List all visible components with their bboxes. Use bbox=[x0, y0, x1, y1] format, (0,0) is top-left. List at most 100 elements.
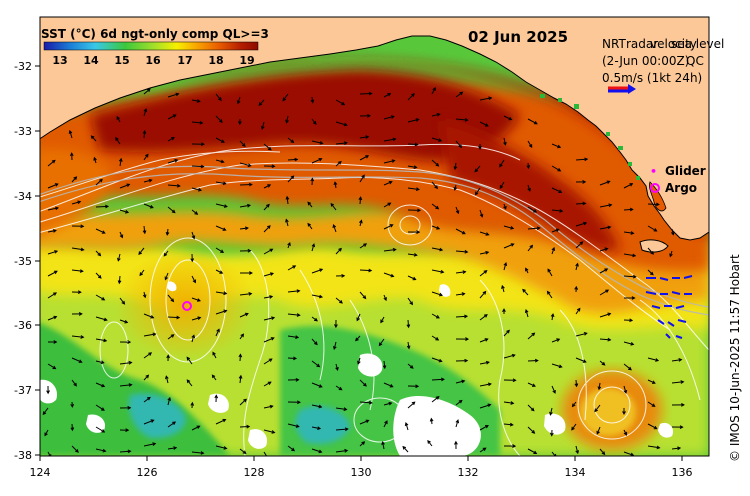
current-vector bbox=[647, 445, 660, 449]
current-vector bbox=[551, 451, 556, 456]
current-vector bbox=[623, 231, 634, 234]
current-vector-head bbox=[238, 353, 243, 358]
current-vector bbox=[282, 93, 289, 101]
current-vector bbox=[47, 207, 59, 211]
current-vector-head bbox=[291, 447, 296, 452]
current-vector bbox=[119, 450, 131, 453]
land-australia bbox=[40, 17, 709, 241]
current-vector bbox=[599, 313, 611, 318]
current-vector bbox=[407, 253, 417, 256]
current-vector bbox=[335, 428, 348, 431]
current-vector-head bbox=[527, 187, 531, 192]
current-vector-head bbox=[152, 442, 157, 446]
colorbar-tick-label: 13 bbox=[52, 54, 67, 67]
current-vector-head bbox=[622, 411, 626, 416]
current-vector bbox=[671, 381, 684, 384]
current-vector-head bbox=[623, 389, 628, 394]
current-vector-head bbox=[292, 265, 297, 269]
current-vector bbox=[503, 330, 510, 337]
current-vector-head bbox=[455, 210, 460, 215]
current-vector-head bbox=[411, 401, 416, 406]
current-vector-head bbox=[128, 360, 133, 365]
current-vector-head bbox=[196, 425, 201, 429]
current-vector-head bbox=[533, 450, 538, 454]
current-vector-head bbox=[387, 93, 392, 97]
current-vector-head bbox=[77, 200, 82, 205]
current-vector-head bbox=[117, 257, 121, 262]
current-vector-head bbox=[596, 430, 600, 435]
colorbar-tick-label: 16 bbox=[145, 54, 161, 67]
current-vector-head bbox=[312, 121, 317, 125]
current-vector-head bbox=[310, 177, 315, 182]
current-vector-head bbox=[121, 300, 126, 305]
current-vector bbox=[479, 383, 491, 387]
current-vector bbox=[479, 231, 489, 236]
current-vector-head bbox=[343, 122, 348, 127]
current-vector bbox=[143, 225, 146, 234]
current-vector-head bbox=[317, 426, 322, 430]
current-vector-head bbox=[412, 276, 417, 281]
current-vector-head bbox=[390, 115, 395, 119]
current-vector-head bbox=[547, 268, 551, 273]
current-vector bbox=[596, 426, 601, 434]
current-vector bbox=[263, 296, 273, 299]
current-vector bbox=[431, 357, 442, 362]
current-vector bbox=[475, 187, 481, 195]
current-vector bbox=[95, 205, 109, 208]
current-vector-head bbox=[318, 158, 323, 162]
current-vector bbox=[119, 183, 130, 189]
current-vector-head bbox=[319, 268, 324, 272]
current-vector-head bbox=[194, 211, 199, 215]
current-vector-head bbox=[601, 451, 606, 456]
current-vector bbox=[263, 184, 271, 189]
current-vector bbox=[407, 165, 417, 168]
current-vector bbox=[599, 226, 611, 230]
current-vector-head bbox=[344, 448, 349, 453]
current-vector bbox=[239, 375, 242, 384]
current-vector-head bbox=[101, 383, 106, 388]
current-vector bbox=[479, 291, 486, 299]
current-vector-head bbox=[582, 180, 587, 184]
current-vector-head bbox=[584, 157, 589, 162]
current-vector bbox=[215, 445, 227, 449]
current-vector bbox=[263, 451, 268, 456]
current-vector-head bbox=[285, 218, 289, 223]
current-vector bbox=[427, 440, 433, 447]
current-vector-head bbox=[192, 279, 196, 284]
current-vector-head bbox=[223, 309, 228, 314]
current-vector-head bbox=[482, 447, 487, 452]
current-vector bbox=[311, 448, 322, 453]
current-vector bbox=[186, 379, 193, 387]
current-vector-head bbox=[389, 224, 394, 228]
current-vector-head bbox=[357, 360, 361, 365]
current-vector bbox=[139, 269, 145, 276]
current-vector-head bbox=[144, 153, 149, 158]
current-vector bbox=[380, 316, 385, 323]
current-vector-head bbox=[576, 307, 581, 312]
current-vector-head bbox=[524, 308, 529, 314]
current-vector bbox=[311, 426, 321, 430]
current-vector-head bbox=[530, 407, 535, 412]
current-vector-head bbox=[459, 91, 464, 96]
current-vector-head bbox=[343, 141, 348, 146]
current-vector bbox=[335, 297, 343, 304]
current-vector-head bbox=[508, 116, 513, 121]
map-date: 02 Jun 2025 bbox=[468, 28, 568, 46]
current-vector-head bbox=[44, 432, 48, 437]
current-vector-head bbox=[435, 337, 440, 341]
current-vector-head bbox=[531, 383, 536, 387]
current-vector-head bbox=[316, 363, 321, 368]
current-vector-head bbox=[388, 180, 393, 185]
current-vector-head bbox=[368, 268, 373, 273]
current-vector-head bbox=[559, 208, 564, 213]
current-vector bbox=[599, 448, 605, 455]
current-vector-head bbox=[171, 137, 175, 141]
current-vector bbox=[479, 447, 486, 453]
current-vector-head bbox=[509, 422, 514, 427]
current-vector-head bbox=[172, 114, 177, 118]
current-vector bbox=[287, 175, 294, 183]
current-vector-head bbox=[367, 113, 371, 118]
current-vector-head bbox=[117, 280, 122, 285]
info-nrt: NRT bbox=[602, 37, 626, 51]
current-vector-head bbox=[601, 361, 606, 366]
